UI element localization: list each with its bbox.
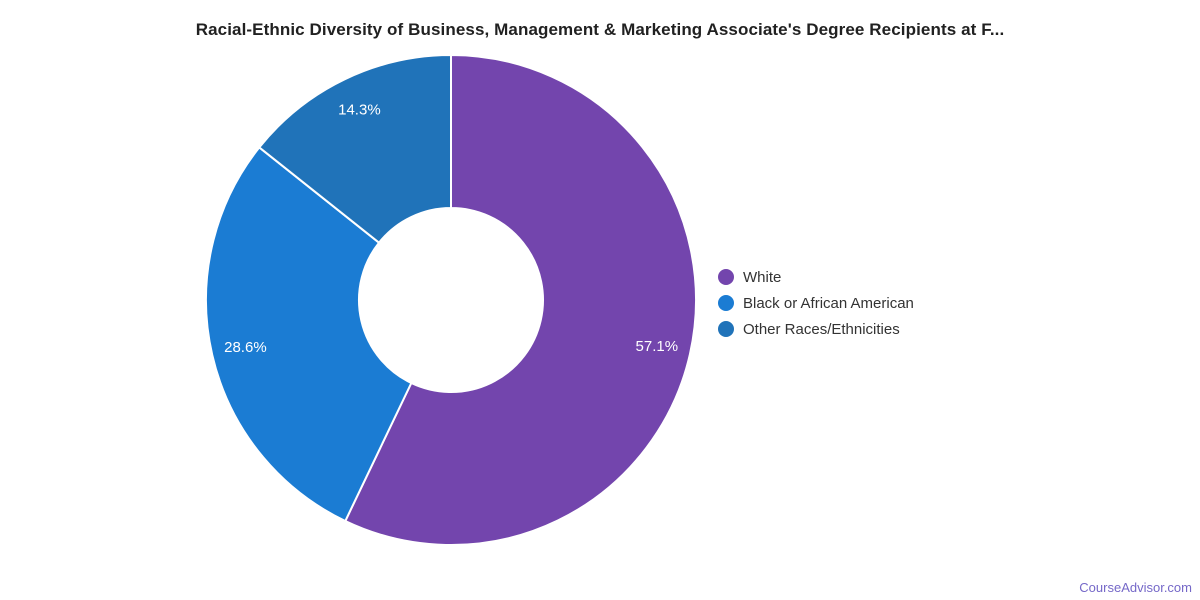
slice-percage-label: 14.3% [338,101,381,118]
legend-marker-black-or-african-american-icon [718,295,734,311]
slice-percage-label: 28.6% [224,339,267,356]
slice-percage-label: 57.1% [636,338,679,355]
legend: White Black or African American Other Ra… [718,264,914,342]
courseadvisor-credit-link[interactable]: CourseAdvisor.com [1079,580,1192,595]
chart-title: Racial-Ethnic Diversity of Business, Man… [195,20,1005,39]
legend-marker-other-races-ethnicities-icon [718,321,734,337]
legend-item-black-or-african-american[interactable]: Black or African American [718,290,914,316]
legend-marker-white-icon [718,269,734,285]
pie-slice-other-races-ethnicities[interactable] [258,54,452,244]
pie-slice-white[interactable] [344,54,697,546]
legend-item-white[interactable]: White [718,264,914,290]
pie-slice-black-or-african-american[interactable] [205,146,413,523]
legend-item-other-races-ethnicities[interactable]: Other Races/Ethnicities [718,316,914,342]
legend-label: Black or African American [743,294,914,312]
legend-label: White [743,268,782,286]
legend-label: Other Races/Ethnicities [743,320,900,338]
